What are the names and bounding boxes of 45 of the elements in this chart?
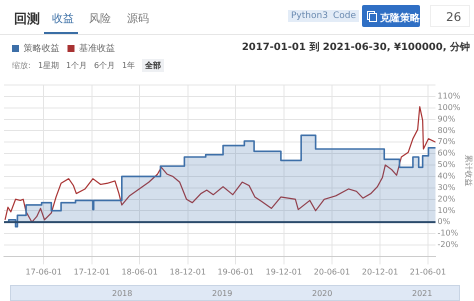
y-tick-label: 30% <box>438 182 456 192</box>
text: 风险 <box>89 11 111 26</box>
text: 克隆策略 <box>380 12 420 25</box>
y-tick-label: 60% <box>438 148 456 158</box>
text: 1星期 <box>38 60 60 71</box>
text: 全部 <box>142 59 164 72</box>
y-tick-label: 110% <box>438 92 461 101</box>
text: 26 <box>446 10 462 24</box>
legend-label: 基准收益 <box>79 42 115 54</box>
text: 2020 <box>312 289 332 298</box>
x-tick-label: 20-06-01 <box>314 267 350 276</box>
y-tick-label: 100% <box>438 102 461 112</box>
text: 源码 <box>127 11 149 26</box>
x-tick-label: 20-12-01 <box>362 267 398 276</box>
y-axis-title: 累计收益 <box>464 154 474 187</box>
x-tick-label: 19-12-01 <box>266 267 302 276</box>
text: 1个月 <box>66 60 88 71</box>
x-tick-label: 17-06-01 <box>26 267 62 276</box>
chart-subtitle: 2017-01-01 到 2021-06-30, ¥100000, 分钟 <box>242 40 470 54</box>
x-tick-label: 17-12-01 <box>74 267 110 276</box>
text: 1年 <box>122 60 136 71</box>
text: 收益 <box>52 11 74 26</box>
y-tick-label: 70% <box>438 137 456 146</box>
text: 2018 <box>112 289 132 298</box>
y-tick-label: 40% <box>438 171 456 180</box>
y-tick-label: -10% <box>438 228 459 238</box>
legend-label: 策略收益 <box>24 42 60 54</box>
y-tick-label: -20% <box>438 240 459 250</box>
text: 缩放: <box>12 60 31 71</box>
x-tick-label: 18-12-01 <box>170 267 206 276</box>
text: 回测 <box>14 11 40 28</box>
y-tick-label: 80% <box>438 126 456 135</box>
text: Python3 <box>288 10 331 22</box>
text: 6个月 <box>94 60 116 71</box>
y-tick-label: 50% <box>438 160 456 170</box>
x-tick-label: 19-06-01 <box>218 267 254 276</box>
text: 2019 <box>212 289 232 298</box>
y-tick-label: 0% <box>438 217 451 226</box>
x-tick-label: 21-06-01 <box>410 267 446 276</box>
text: 2021 <box>412 289 432 298</box>
x-tick-label: 18-06-01 <box>122 267 158 276</box>
y-tick-label: 90% <box>438 114 456 124</box>
text: Code <box>330 10 360 22</box>
y-tick-label: 20% <box>438 194 456 204</box>
y-tick-label: 10% <box>438 206 456 215</box>
